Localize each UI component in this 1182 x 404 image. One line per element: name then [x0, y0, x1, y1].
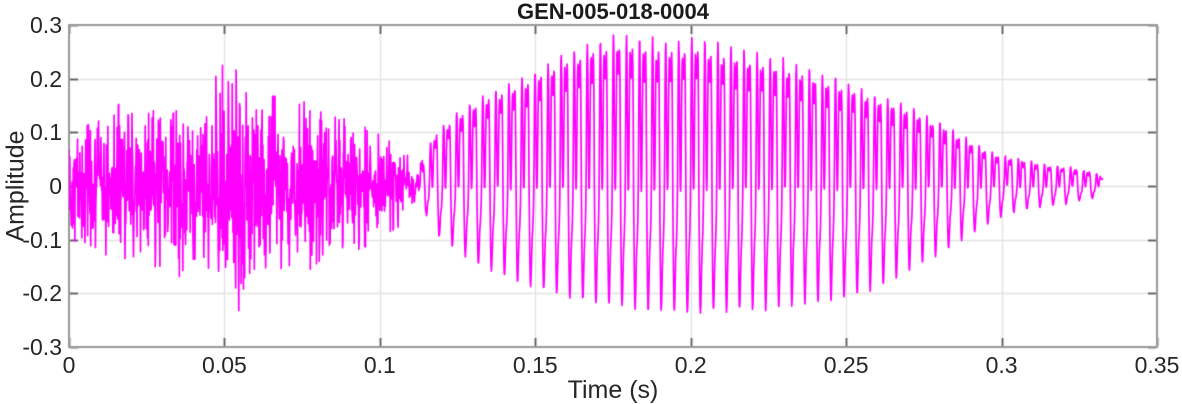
- x-tick-label: 0: [62, 352, 76, 378]
- y-tick-label: 0.3: [30, 12, 62, 38]
- y-tick-label: 0.1: [30, 119, 62, 146]
- x-tick-label: 0.2: [674, 352, 707, 378]
- chart-title: GEN-005-018-0004: [516, 0, 709, 24]
- x-tick-label: 0.3: [985, 352, 1018, 378]
- x-tick-label: 0.15: [512, 352, 558, 378]
- y-tick-label: -0.3: [22, 334, 62, 360]
- x-tick-label: 0.1: [363, 352, 396, 378]
- y-tick-label: 0: [49, 173, 62, 199]
- y-tick-label: 0.2: [30, 65, 62, 92]
- x-tick-label: 0.05: [202, 352, 247, 378]
- x-tick-label: 0.35: [1134, 352, 1180, 378]
- y-tick-label: -0.2: [22, 280, 62, 307]
- x-tick-label: 0.25: [823, 352, 869, 378]
- x-axis-label: Time (s): [567, 376, 659, 404]
- y-tick-label: -0.1: [22, 226, 62, 253]
